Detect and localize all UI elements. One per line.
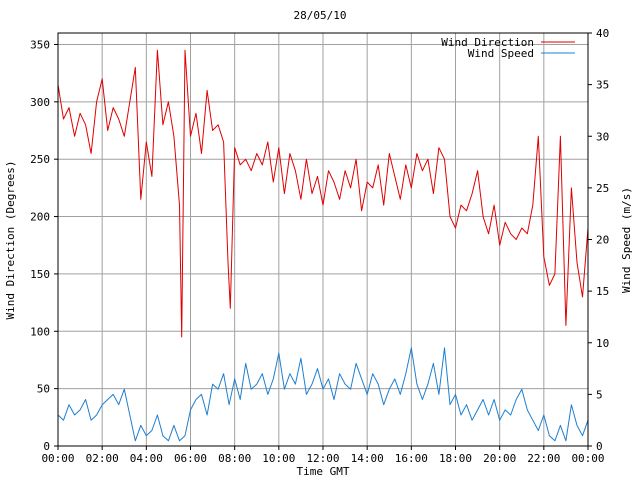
x-tick-label: 00:00 [571, 452, 604, 465]
y-right-tick-label: 20 [596, 234, 609, 247]
x-tick-label: 06:00 [174, 452, 207, 465]
x-axis-ticks: 00:00 02:00 04:00 06:00 08:00 10:00 12:00 14:00… [41, 446, 605, 465]
x-tick-label: 08:00 [218, 452, 251, 465]
y-left-tick-label: 0 [43, 440, 50, 453]
y-left-axis-ticks: 0 50 100 150 200 250 300 350 [30, 38, 58, 453]
y-left-tick-label: 200 [30, 211, 50, 224]
y-right-axis-ticks: 0 5 10 15 20 25 30 35 40 [588, 27, 609, 453]
y-left-tick-label: 350 [30, 38, 50, 51]
y-left-tick-label: 50 [37, 383, 50, 396]
y-right-tick-label: 25 [596, 182, 609, 195]
x-tick-label: 12:00 [306, 452, 339, 465]
x-tick-label: 04:00 [130, 452, 163, 465]
y-left-tick-label: 300 [30, 96, 50, 109]
series-line-wind-direction [57, 49, 589, 338]
x-tick-label: 18:00 [439, 452, 472, 465]
x-tick-label: 00:00 [41, 452, 74, 465]
legend-label-wind-direction: Wind Direction [441, 36, 534, 49]
y-right-tick-label: 30 [596, 130, 609, 143]
y-right-tick-label: 5 [596, 388, 603, 401]
x-tick-label: 16:00 [395, 452, 428, 465]
x-tick-label: 02:00 [86, 452, 119, 465]
y-right-axis-label: Wind Speed (m/s) [620, 187, 633, 293]
y-right-tick-label: 15 [596, 285, 609, 298]
y-right-tick-label: 35 [596, 79, 609, 92]
series-lines [57, 49, 589, 442]
y-left-tick-label: 100 [30, 325, 50, 338]
legend-label-wind-speed: Wind Speed [468, 47, 534, 60]
y-right-tick-label: 40 [596, 27, 609, 40]
y-left-axis-label: Wind Direction (Degrees) [4, 161, 17, 320]
y-left-tick-label: 150 [30, 268, 50, 281]
y-right-tick-label: 0 [596, 440, 603, 453]
y-left-tick-label: 250 [30, 153, 50, 166]
x-tick-label: 10:00 [262, 452, 295, 465]
y-right-tick-label: 10 [596, 337, 609, 350]
series-line-wind-speed [57, 347, 589, 442]
x-tick-label: 14:00 [351, 452, 384, 465]
chart-title: 28/05/10 [294, 9, 347, 22]
x-tick-label: 20:00 [483, 452, 516, 465]
x-tick-label: 22:00 [527, 452, 560, 465]
x-axis-label: Time GMT [297, 465, 350, 478]
